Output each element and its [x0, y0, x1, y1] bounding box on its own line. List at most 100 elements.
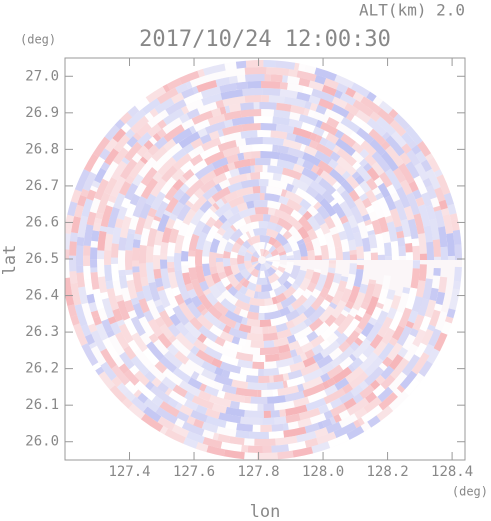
radar-cell: [301, 167, 319, 182]
radar-cell: [185, 359, 205, 375]
radar-cell: [297, 206, 308, 216]
radar-cell: [273, 400, 295, 411]
radar-cell: [349, 341, 360, 352]
radar-cell: [292, 126, 312, 139]
radar-cell: [353, 231, 363, 247]
radar-cell: [126, 109, 147, 128]
radar-cell: [452, 280, 461, 290]
radar-cell: [380, 365, 395, 380]
radar-cell: [172, 127, 193, 145]
radar-cell: [400, 179, 413, 196]
radar-cell: [167, 262, 175, 269]
radar-cell: [243, 251, 253, 261]
radar-cell: [309, 180, 327, 196]
radar-cell: [345, 318, 361, 335]
radar-cell: [427, 324, 436, 332]
radar-cell: [178, 192, 191, 206]
radar-cell: [302, 152, 322, 167]
radar-cell: [288, 118, 303, 129]
radar-cell: [298, 242, 308, 257]
radar-cell: [422, 278, 433, 300]
radar-cell: [347, 214, 359, 229]
radar-cell: [259, 270, 266, 278]
radar-cell: [288, 441, 307, 452]
radar-cell: [305, 241, 315, 252]
radar-cell: [287, 369, 303, 380]
radar-cell: [104, 233, 114, 251]
radar-cell: [262, 249, 267, 257]
radar-cell: [153, 268, 162, 279]
radar-cell: [90, 272, 100, 290]
radar-cell: [178, 302, 195, 322]
radar-cell: [270, 279, 282, 291]
radar-cell: [396, 384, 406, 393]
radar-cell: [427, 157, 441, 173]
radar-cell: [90, 330, 107, 352]
radar-cell: [218, 271, 227, 280]
radar-cell: [81, 198, 94, 218]
radar-cell: [65, 277, 72, 295]
radar-cell: [77, 215, 89, 238]
radar-cell: [297, 383, 305, 392]
radar-cell: [366, 177, 378, 191]
y-tick-label: 26.7: [25, 178, 59, 194]
radar-cell: [194, 188, 205, 199]
radar-cell: [230, 264, 241, 276]
radar-cell: [325, 140, 337, 151]
radar-cell: [412, 314, 425, 331]
radar-cell: [117, 250, 126, 271]
radar-cell: [371, 161, 385, 176]
radar-cell: [141, 98, 161, 115]
radar-cell: [326, 402, 334, 411]
radar-cell: [434, 310, 448, 332]
radar-cell: [90, 259, 98, 268]
radar-cell: [94, 167, 107, 184]
radar-cell: [277, 266, 286, 274]
radar-cell: [145, 380, 155, 391]
radar-cell: [264, 193, 281, 203]
radar-cell: [199, 208, 215, 224]
radar-cell: [195, 231, 208, 250]
radar-cell: [266, 266, 277, 277]
radar-cell: [340, 276, 349, 282]
radar-cell: [387, 342, 403, 361]
radar-cell: [200, 86, 221, 99]
radar-cell: [98, 371, 115, 390]
radar-cell: [122, 397, 133, 409]
radar-cell: [202, 437, 223, 449]
radar-cell: [305, 397, 327, 412]
radar-cell: [118, 269, 126, 276]
radar-cell: [388, 108, 399, 119]
radar-cell: [218, 314, 237, 329]
radar-cell: [332, 366, 353, 384]
radar-cell: [360, 140, 377, 157]
radar-cell: [278, 350, 292, 361]
radar-cell: [185, 200, 194, 208]
radar-cell: [263, 403, 275, 411]
radar-cell: [298, 114, 319, 127]
radar-cell: [298, 407, 321, 421]
radar-cell: [188, 150, 197, 159]
radar-cell: [164, 387, 173, 396]
radar-cell: [116, 319, 125, 327]
radar-cell: [202, 337, 223, 353]
radar-cell: [111, 263, 120, 282]
radar-cell: [107, 206, 120, 229]
radar-cell: [292, 354, 303, 365]
radar-cell: [308, 317, 324, 332]
radar-cell: [279, 203, 295, 216]
radar-cell: [289, 111, 301, 121]
radar-cell: [241, 123, 261, 132]
radar-cell: [92, 136, 111, 158]
radar-cell: [190, 371, 200, 381]
radar-cell: [201, 421, 219, 434]
radar-cell: [129, 365, 140, 376]
radar-cell: [287, 75, 300, 85]
radar-cell: [200, 308, 209, 316]
radar-cell: [390, 240, 399, 257]
radar-cell: [88, 323, 98, 333]
radar-cell: [364, 153, 377, 167]
radar-cell: [297, 226, 310, 240]
radar-cell: [418, 264, 427, 282]
radar-cell: [375, 374, 386, 385]
